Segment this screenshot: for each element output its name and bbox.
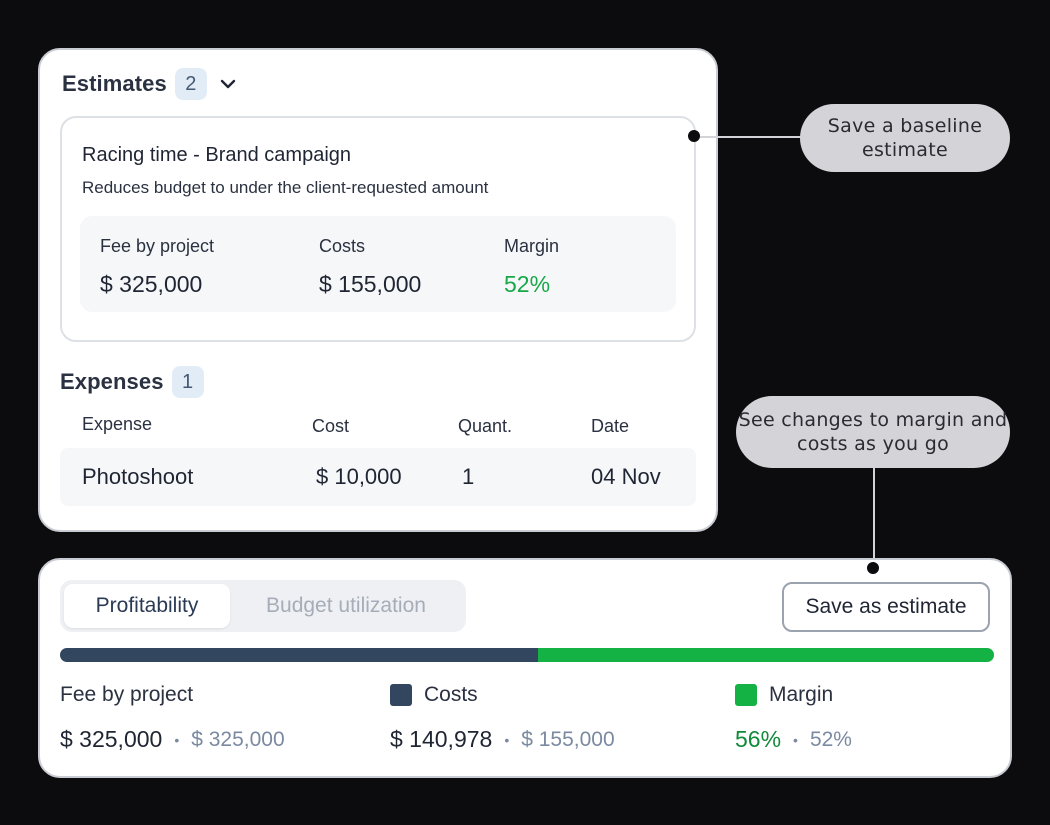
save-as-estimate-button[interactable]: Save as estimate [782,582,990,632]
expenses-title: Expenses [60,369,164,394]
metric-fee: Fee by project $ 325,000 [100,236,214,298]
separator-dot: • [504,731,510,748]
column-header-quantity: Quant. [458,416,513,436]
metric-value: $ 155,000 [319,271,422,297]
callout-connector [873,468,875,568]
column-header-date: Date [591,416,630,436]
summary-margin: Margin 56% • 52% [735,682,852,753]
expense-quantity: 1 [462,464,475,489]
profitability-panel: Profitability Budget utilization Save as… [38,558,1012,778]
estimate-name: Racing time - Brand campaign [82,144,352,166]
expense-date: 04 Nov [591,464,661,489]
summary-label: Margin [769,683,834,706]
table-row[interactable]: Photoshoot $ 10,000 1 04 Nov [60,448,696,506]
expense-name: Photoshoot [82,464,194,489]
margin-legend-swatch [735,684,757,706]
estimate-metrics: Fee by project $ 325,000 Costs $ 155,000… [80,216,676,312]
separator-dot: • [174,731,180,748]
expense-cost: $ 10,000 [316,464,402,489]
callout-connector [694,136,802,138]
expenses-header: Expenses 1 [60,366,204,398]
summary-current-value: 56% [735,726,782,752]
metric-label: Fee by project [100,236,215,256]
summary-previous-value: 52% [809,727,852,751]
estimate-description: Reduces budget to under the client-reque… [82,178,489,197]
metric-label: Margin [504,236,560,256]
summary-current-value: $ 140,978 [390,726,493,752]
column-header-cost: Cost [312,416,350,436]
chevron-down-icon[interactable] [217,73,239,95]
view-tabs: Profitability Budget utilization [60,580,466,632]
summary-previous-value: $ 325,000 [191,727,285,751]
summary-fee: Fee by project $ 325,000 • $ 325,000 [60,682,285,753]
estimates-count-badge: 2 [174,68,207,100]
profitability-bar [60,648,994,662]
separator-dot: • [793,731,798,748]
estimate-card[interactable]: Racing time - Brand campaign Reduces bud… [60,116,696,342]
estimates-header[interactable]: Estimates 2 [62,68,239,100]
summary-label: Fee by project [60,683,194,706]
margin-bar-segment [538,648,994,662]
summary-costs: Costs $ 140,978 • $ 155,000 [390,682,615,753]
callout-text: See changes to margin and costs as you g… [738,409,1008,455]
summary-previous-value: $ 155,000 [521,727,615,751]
summary-current-value: $ 325,000 [60,726,163,752]
column-header-expense: Expense [82,414,153,434]
costs-bar-segment [60,648,539,662]
metric-value: 52% [504,271,551,297]
estimates-panel: Estimates 2 Racing time - Brand campaign… [38,48,718,532]
metric-costs: Costs $ 155,000 [319,236,421,298]
metric-label: Costs [319,236,366,256]
callout-anchor-dot [688,130,700,142]
costs-legend-swatch [390,684,412,706]
metric-margin: Margin 52% [504,236,559,298]
summary-label: Costs [424,683,478,706]
tab-budget-utilization[interactable]: Budget utilization [266,594,426,617]
callout-save-baseline: Save a baseline estimate [800,104,1010,172]
callout-see-changes: See changes to margin and costs as you g… [736,396,1010,468]
callout-anchor-dot [867,562,879,574]
expenses-count-badge: 1 [171,366,204,398]
tab-profitability[interactable]: Profitability [64,584,230,628]
estimates-title: Estimates [62,71,167,96]
metric-value: $ 325,000 [100,271,203,297]
callout-text: Save a baseline estimate [827,115,983,161]
